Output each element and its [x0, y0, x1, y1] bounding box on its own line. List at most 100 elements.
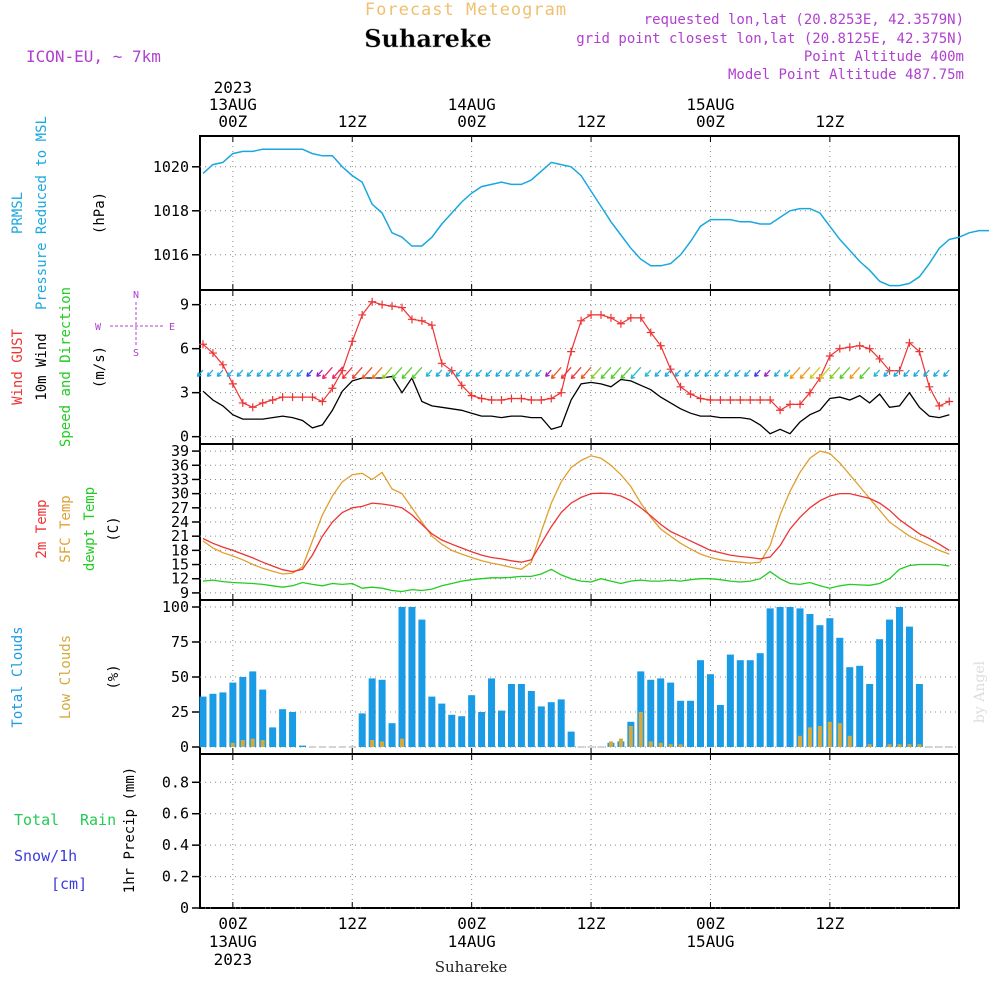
pressure-grid [200, 136, 959, 290]
model-label: ICON-EU, ~ 7km [26, 47, 161, 66]
top-time-label: 00Z [218, 112, 247, 131]
wind-direction-arrow [485, 369, 493, 378]
total-cloud-bar [726, 654, 734, 747]
low-cloud-bar [230, 742, 235, 747]
low-cloud-bar [370, 740, 375, 747]
total-cloud-bar [438, 703, 446, 747]
wind-direction-arrow [525, 369, 532, 378]
gust-marker [348, 337, 357, 346]
total-cloud-bar [229, 682, 237, 747]
wind-direction-arrow [341, 366, 353, 380]
precip-label-total: Total [14, 811, 59, 829]
total-cloud-bar [826, 618, 834, 747]
wind-series [196, 297, 954, 435]
gust-marker [646, 328, 655, 337]
y-tick-label: 1016 [153, 246, 189, 264]
total-cloud-bar [239, 677, 247, 747]
wind-direction-arrow [829, 366, 841, 380]
gust-marker [258, 398, 267, 407]
gust-marker [626, 313, 635, 322]
total-cloud-bar [567, 731, 575, 747]
gust-marker [567, 347, 576, 356]
total-cloud-bar [448, 714, 456, 747]
total-cloud-bar [488, 678, 496, 747]
wind-direction-arrow [545, 369, 552, 378]
low-cloud-bar [887, 744, 892, 747]
gust-marker [388, 302, 397, 311]
pressure-unit: (hPa) [92, 192, 108, 234]
total-cloud-bar [816, 625, 824, 747]
wind-direction-arrow [610, 366, 622, 380]
low-cloud-bar [380, 741, 385, 747]
wind-direction-arrow [316, 369, 323, 378]
pressure-series [202, 148, 989, 287]
low-cloud-bar [897, 744, 902, 747]
gust-marker [199, 340, 207, 349]
wind-direction-arrow [664, 369, 672, 378]
wind-direction-arrow [570, 366, 582, 380]
gust-marker [666, 365, 675, 374]
total-cloud-bar [756, 653, 764, 747]
y-tick-label: 9 [180, 584, 189, 602]
gust-marker [636, 313, 645, 322]
gust-marker [368, 297, 377, 306]
low-cloud-bar [618, 738, 623, 747]
clouds-grid [200, 600, 959, 754]
wind-direction-arrow [819, 366, 831, 380]
bottom-time-label: 13AUG [209, 932, 257, 951]
temp-label-2m: 2m Temp [34, 499, 50, 558]
y-tick-label: 0.2 [162, 868, 189, 886]
wind-direction-arrow [425, 369, 433, 378]
point-altitude: Point Altitude 400m [804, 49, 964, 65]
temp-label-sfc: SFC Temp [58, 495, 74, 562]
wind-direction-arrow [455, 369, 463, 378]
wind-direction-arrow [849, 366, 861, 380]
footer-location: Suhareke [435, 958, 508, 976]
wind-direction-arrow [590, 366, 602, 380]
wind-direction-arrow [654, 369, 662, 378]
gust-marker [378, 300, 387, 309]
wind-direction-arrow [783, 369, 791, 378]
wind-direction-arrow [495, 369, 502, 378]
wind-direction-arrow [694, 369, 701, 378]
total-cloud-bar [677, 700, 685, 747]
total-cloud-bar [786, 607, 794, 747]
prmsl-line [202, 148, 989, 287]
gust-marker [507, 394, 516, 403]
total-cloud-bar [507, 684, 515, 747]
low-cloud-bar [827, 721, 832, 747]
total-cloud-bar [736, 660, 744, 747]
wind-direction-arrow [361, 366, 373, 380]
total-cloud-bar [388, 723, 396, 747]
total-cloud-bar [289, 712, 297, 747]
low-cloud-bar [817, 726, 822, 747]
y-tick-label: 25 [171, 703, 189, 721]
top-time-label: 12Z [577, 112, 606, 131]
temp-label-dewpt: dewpt Temp [82, 487, 98, 571]
total-cloud-bar [219, 692, 227, 747]
total-cloud-bar [647, 679, 655, 747]
model-altitude: Model Point Altitude 487.75m [728, 67, 964, 83]
clouds-label-low: Low Clouds [58, 635, 74, 719]
wind-unit: (m/s) [92, 346, 108, 388]
total-cloud-bar [537, 706, 545, 747]
precip-panel: 0 0.2 0.4 0.6 0.8 Total Rain Snow/1h [cm] 1h… [14, 753, 960, 917]
gust-marker [318, 397, 327, 406]
total-cloud-bar [905, 626, 913, 747]
bottom-time-label: 12Z [577, 914, 606, 933]
wind-direction-arrow [515, 369, 522, 378]
precip-grid [200, 754, 959, 909]
low-cloud-bar [798, 735, 802, 747]
top-time-label: 12Z [815, 112, 844, 131]
total-cloud-bar [527, 691, 535, 747]
low-cloud-bar [240, 740, 245, 747]
total-cloud-bar [398, 607, 406, 747]
total-cloud-bar [358, 713, 366, 747]
gust-marker [527, 396, 536, 404]
total-cloud-bar [279, 709, 287, 747]
y-tick-label: 9 [180, 296, 189, 314]
gust-marker [855, 341, 864, 350]
wind-direction-arrow [883, 369, 891, 378]
